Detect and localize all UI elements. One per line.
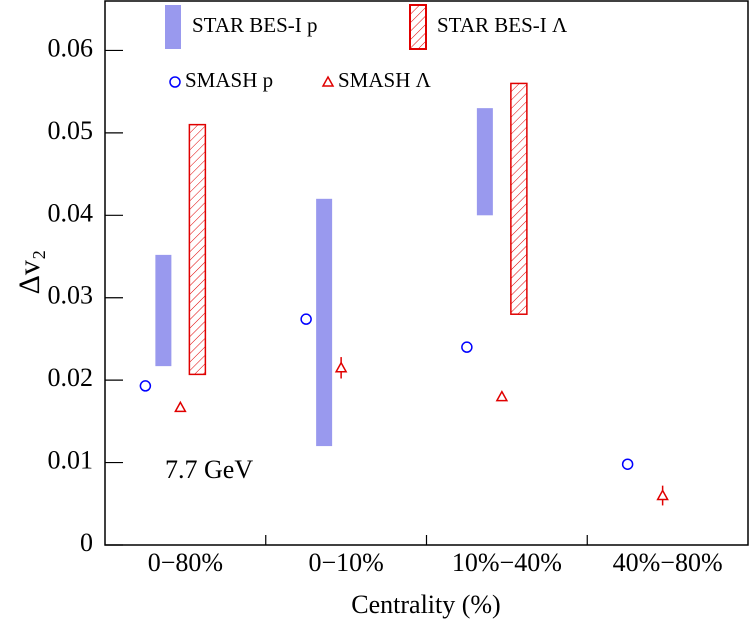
legend-swatch (169, 76, 181, 88)
y-tick-label: 0 (80, 528, 93, 557)
legend-swatch (165, 5, 181, 49)
star-band (316, 198, 333, 447)
legend-label: STAR BES-I Λ (437, 13, 568, 37)
legend-swatch (409, 4, 427, 50)
smash-point (461, 341, 473, 353)
smash-point (174, 400, 187, 413)
legend-label: SMASH p (185, 68, 273, 92)
y-tick-label: 0.01 (48, 446, 94, 475)
y-tick-label: 0.03 (48, 281, 94, 310)
star-band (476, 108, 493, 216)
x-tick-label: 0−10% (308, 548, 383, 577)
y-tick-label: 0.02 (48, 363, 94, 392)
star-band (155, 254, 172, 367)
star-band (188, 123, 207, 376)
smash-point (656, 489, 669, 501)
x-tick-label: 40%−80% (613, 548, 723, 577)
y-tick-label: 0.04 (48, 198, 94, 227)
y-tick-label: 0.06 (48, 33, 94, 62)
x-tick-label: 0−80% (148, 548, 223, 577)
smash-point (621, 458, 634, 470)
y-axis-label: Δv₂ (13, 250, 46, 295)
smash-point (139, 380, 152, 392)
smash-point (334, 361, 348, 373)
smash-point (300, 313, 312, 325)
smash-point (495, 390, 509, 402)
legend-label: SMASH Λ (338, 68, 432, 92)
y-tick-label: 0.05 (48, 116, 94, 145)
annotation: 7.7 GeV (165, 455, 253, 484)
legend-swatch (321, 75, 335, 87)
x-tick-label: 10%−40% (452, 548, 562, 577)
star-band (510, 82, 528, 315)
x-axis-label: Centrality (%) (351, 590, 500, 619)
legend-label: STAR BES-I p (192, 13, 318, 37)
